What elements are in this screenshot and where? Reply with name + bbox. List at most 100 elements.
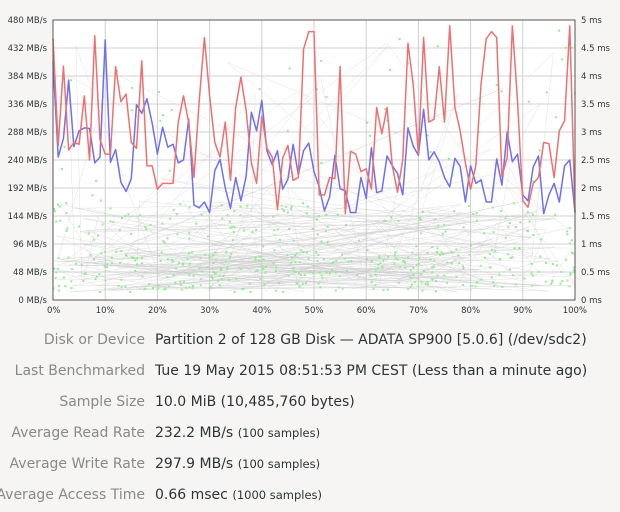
access-time-point <box>278 238 281 241</box>
access-time-link <box>212 244 214 289</box>
access-time-point <box>411 251 414 254</box>
access-time-point <box>111 262 114 265</box>
y-right-tick-label: 1.5 ms <box>581 212 610 222</box>
access-time-link <box>180 44 389 254</box>
access-time-point <box>296 282 299 285</box>
info-row: Disk or Device Partition 2 of 128 GB Disk… <box>0 329 620 351</box>
access-time-point <box>232 231 235 234</box>
access-time-point <box>442 253 445 256</box>
access-time-point <box>569 273 572 276</box>
access-time-point <box>421 289 424 292</box>
access-time-point <box>292 266 295 269</box>
access-time-point <box>334 289 337 292</box>
access-time-link <box>452 264 542 286</box>
access-time-point <box>120 250 123 253</box>
info-row: Average Access Time 0.66 msec (1000 sampl… <box>0 484 620 506</box>
access-time-point <box>407 62 410 65</box>
access-time-point <box>335 259 338 262</box>
access-time-point <box>280 204 283 207</box>
access-time-point <box>489 266 492 269</box>
access-time-point <box>326 225 329 228</box>
access-time-point <box>531 213 534 216</box>
x-tick-label: 50% <box>305 306 324 316</box>
access-time-point <box>256 269 259 272</box>
access-time-point <box>512 274 515 277</box>
access-time-point <box>58 205 61 208</box>
access-time-point <box>222 274 225 277</box>
access-time-point <box>498 273 501 276</box>
access-time-point <box>377 256 380 259</box>
info-row: Sample Size 10.0 MiB (10,485,760 bytes) <box>0 391 620 413</box>
access-time-point <box>71 268 74 271</box>
access-time-link <box>531 52 554 257</box>
access-time-point <box>315 218 318 221</box>
access-time-point <box>207 235 210 238</box>
access-time-point <box>347 260 350 263</box>
y-left-tick-label: 96 MB/s <box>13 240 48 250</box>
access-time-link <box>199 205 363 214</box>
access-time-link <box>212 244 421 279</box>
access-time-point <box>227 278 230 281</box>
access-time-point <box>570 239 573 242</box>
access-time-point <box>404 261 407 264</box>
access-time-point <box>143 288 146 291</box>
access-time-point <box>331 261 334 264</box>
access-time-point <box>377 267 380 270</box>
access-time-point <box>258 88 261 91</box>
access-time-point <box>241 243 244 246</box>
access-time-point <box>286 129 289 132</box>
access-time-point <box>106 266 109 269</box>
access-time-point <box>249 290 252 293</box>
access-time-point <box>212 261 215 264</box>
access-time-point <box>417 285 420 288</box>
access-time-link <box>189 226 268 283</box>
y-axis-left-labels: 0 MB/s 48 MB/s 96 MB/s 144 MB/s 192 MB/s 240 … <box>8 16 48 306</box>
access-time-point <box>292 270 295 273</box>
access-time-point <box>484 256 487 259</box>
access-time-link <box>290 263 326 271</box>
access-time-point <box>191 286 194 289</box>
access-time-point <box>57 257 60 260</box>
access-time-link <box>81 250 309 280</box>
access-time-point <box>164 287 167 290</box>
access-time-link <box>252 206 370 220</box>
access-time-point <box>70 280 73 283</box>
access-time-point <box>225 260 228 263</box>
access-time-point <box>259 255 262 258</box>
access-time-point <box>141 275 144 278</box>
access-time-point <box>324 230 327 233</box>
y-right-tick-label: 4 ms <box>581 72 602 82</box>
access-time-point <box>491 206 494 209</box>
access-time-point <box>190 251 193 254</box>
access-time-point <box>462 265 465 268</box>
access-time-point <box>65 211 68 214</box>
access-time-point <box>469 244 472 247</box>
access-time-point <box>210 276 213 279</box>
access-time-point <box>523 277 526 280</box>
access-time-point <box>83 272 86 275</box>
access-time-point <box>480 278 483 281</box>
access-time-point <box>55 220 58 223</box>
access-time-link <box>298 219 370 257</box>
access-time-point <box>436 251 439 254</box>
access-time-point <box>199 257 202 260</box>
info-row-value: 297.9 MB/s (100 samples) <box>155 456 321 472</box>
access-time-point <box>332 260 335 263</box>
access-time-point <box>56 267 59 270</box>
access-time-point <box>501 285 504 288</box>
access-time-point <box>204 253 207 256</box>
access-time-point <box>272 215 275 218</box>
access-time-point <box>365 258 368 261</box>
x-tick-label: 90% <box>513 306 532 316</box>
access-time-point <box>163 241 166 244</box>
info-row-value: 10.0 MiB (10,485,760 bytes) <box>155 394 355 410</box>
access-time-link <box>125 259 292 266</box>
access-time-point <box>65 229 68 232</box>
access-time-point <box>384 108 387 111</box>
access-time-link <box>68 75 75 262</box>
access-time-point <box>570 251 573 254</box>
access-time-link <box>139 200 532 239</box>
access-time-point <box>378 255 381 258</box>
access-time-point <box>317 254 320 257</box>
access-time-point <box>275 289 278 292</box>
